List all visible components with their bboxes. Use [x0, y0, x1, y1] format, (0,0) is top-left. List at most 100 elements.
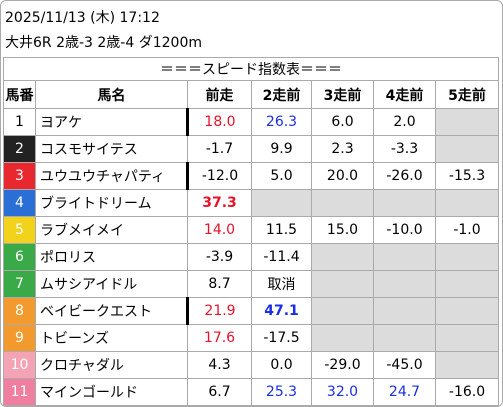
empty-cell — [434, 270, 500, 298]
title-row: ＝＝＝スピード指数表＝＝＝ — [2, 57, 500, 81]
horse-row: 9 トビーンズ 17.6 -17.5 — [3, 324, 500, 352]
speed-index: 6.0 — [311, 108, 374, 136]
horse-name: ユウユウチャパティ — [35, 162, 188, 190]
horse-name: ベイビークエスト — [35, 297, 188, 325]
horse-number: 8 — [3, 297, 36, 325]
empty-cell — [311, 324, 374, 352]
horse-row: 10 クロチャダル 4.3 0.0 -29.0 -45.0 — [3, 351, 500, 379]
speed-index: -11.4 — [251, 243, 312, 271]
horse-row: 2 コスモサイテス -1.7 9.9 2.3 -3.3 — [3, 135, 500, 163]
speed-index: -16.0 — [434, 378, 500, 406]
empty-cell — [434, 135, 500, 163]
speed-index: 2.0 — [373, 108, 436, 136]
empty-cell — [311, 243, 374, 271]
empty-cell — [373, 243, 436, 271]
column-header: 2走前 — [251, 80, 312, 109]
column-header: 5走前 — [434, 80, 500, 109]
date-line: 2025/11/13 (木) 17:12 — [5, 10, 160, 26]
speed-index: 47.1 — [251, 297, 312, 325]
speed-index: 26.3 — [251, 108, 312, 136]
horse-name: マインゴールド — [35, 378, 188, 406]
speed-index: 取消 — [251, 270, 312, 298]
speed-index: -17.5 — [251, 324, 312, 352]
horse-name: コスモサイテス — [35, 135, 188, 163]
speed-index: -3.3 — [373, 135, 436, 163]
table-title: ＝＝＝スピード指数表＝＝＝ — [2, 57, 500, 81]
race-line: 大井6R 2歳-3 2歳-4 ダ1200m — [5, 35, 202, 51]
horse-number: 11 — [3, 378, 36, 406]
column-header: 4走前 — [373, 80, 436, 109]
column-header: 3走前 — [311, 80, 374, 109]
speed-index: -26.0 — [373, 162, 436, 190]
speed-index: 6.7 — [187, 378, 252, 406]
speed-index: 14.0 — [187, 216, 252, 244]
empty-cell — [311, 297, 374, 325]
horse-name: ポロリス — [35, 243, 188, 271]
horse-name: クロチャダル — [35, 351, 188, 379]
speed-index: 37.3 — [187, 189, 252, 217]
empty-cell — [311, 270, 374, 298]
horse-row: 4 ブライトドリーム 37.3 — [3, 189, 500, 217]
empty-cell — [434, 351, 500, 379]
empty-cell — [434, 324, 500, 352]
horse-number: 3 — [3, 162, 36, 190]
horse-number: 4 — [3, 189, 36, 217]
horse-number: 2 — [3, 135, 36, 163]
speed-index: 9.9 — [251, 135, 312, 163]
horse-row: 7 ムサシアイドル 8.7 取消 — [3, 270, 500, 298]
column-header: 馬名 — [35, 80, 188, 109]
speed-index: 15.0 — [311, 216, 374, 244]
speed-index: 5.0 — [251, 162, 312, 190]
horse-row: 8 ベイビークエスト 21.9 47.1 — [3, 297, 500, 325]
speed-index: -3.9 — [187, 243, 252, 271]
empty-cell — [434, 297, 500, 325]
empty-cell — [434, 243, 500, 271]
horse-row: 6 ポロリス -3.9 -11.4 — [3, 243, 500, 271]
horse-name: ヨアケ — [35, 108, 188, 136]
speed-index: 24.7 — [373, 378, 436, 406]
horse-number: 9 — [3, 324, 36, 352]
speed-index: -29.0 — [311, 351, 374, 379]
horse-row: 11 マインゴールド 6.7 25.3 32.0 24.7 -16.0 — [3, 378, 500, 406]
speed-index: -1.7 — [187, 135, 252, 163]
horse-name: ムサシアイドル — [35, 270, 188, 298]
speed-index: 0.0 — [251, 351, 312, 379]
speed-index: 17.6 — [187, 324, 252, 352]
speed-index: 8.7 — [187, 270, 252, 298]
horse-number: 1 — [3, 108, 36, 136]
speed-index: -12.0 — [186, 162, 252, 190]
speed-index: 32.0 — [311, 378, 374, 406]
speed-index: 18.0 — [186, 108, 252, 136]
horse-name: ブライトドリーム — [35, 189, 188, 217]
horse-row: 5 ラブメイメイ 14.0 11.5 15.0 -10.0 -1.0 — [3, 216, 500, 244]
speed-index: 4.3 — [187, 351, 252, 379]
horse-number: 10 — [3, 351, 36, 379]
horse-name: トビーンズ — [35, 324, 188, 352]
horse-row: 1 ヨアケ 18.0 26.3 6.0 2.0 — [3, 108, 500, 136]
empty-cell — [373, 189, 436, 217]
column-header: 前走 — [187, 80, 252, 109]
empty-cell — [434, 108, 500, 136]
horse-number: 7 — [3, 270, 36, 298]
speed-index: -15.3 — [434, 162, 500, 190]
horse-name: ラブメイメイ — [35, 216, 188, 244]
speed-index: 25.3 — [251, 378, 312, 406]
empty-cell — [373, 270, 436, 298]
empty-cell — [434, 189, 500, 217]
speed-table: ＝＝＝スピード指数表＝＝＝ 馬番 馬名 前走 2走前 3走前 4走前 5走前 1 ヨアケ 18.0… — [2, 57, 500, 406]
horse-row: 3 ユウユウチャパティ -12.0 5.0 20.0 -26.0 -15.3 — [3, 162, 500, 190]
speed-index: -45.0 — [373, 351, 436, 379]
empty-cell — [373, 297, 436, 325]
empty-cell — [311, 189, 374, 217]
speed-index: -1.0 — [434, 216, 500, 244]
column-header: 馬番 — [3, 80, 36, 109]
horse-number: 6 — [3, 243, 36, 271]
speed-index: -10.0 — [373, 216, 436, 244]
header-row: 馬番 馬名 前走 2走前 3走前 4走前 5走前 — [3, 80, 500, 109]
empty-cell — [251, 189, 312, 217]
horse-number: 5 — [3, 216, 36, 244]
speed-index: 11.5 — [251, 216, 312, 244]
speed-index: 20.0 — [311, 162, 374, 190]
empty-cell — [373, 324, 436, 352]
